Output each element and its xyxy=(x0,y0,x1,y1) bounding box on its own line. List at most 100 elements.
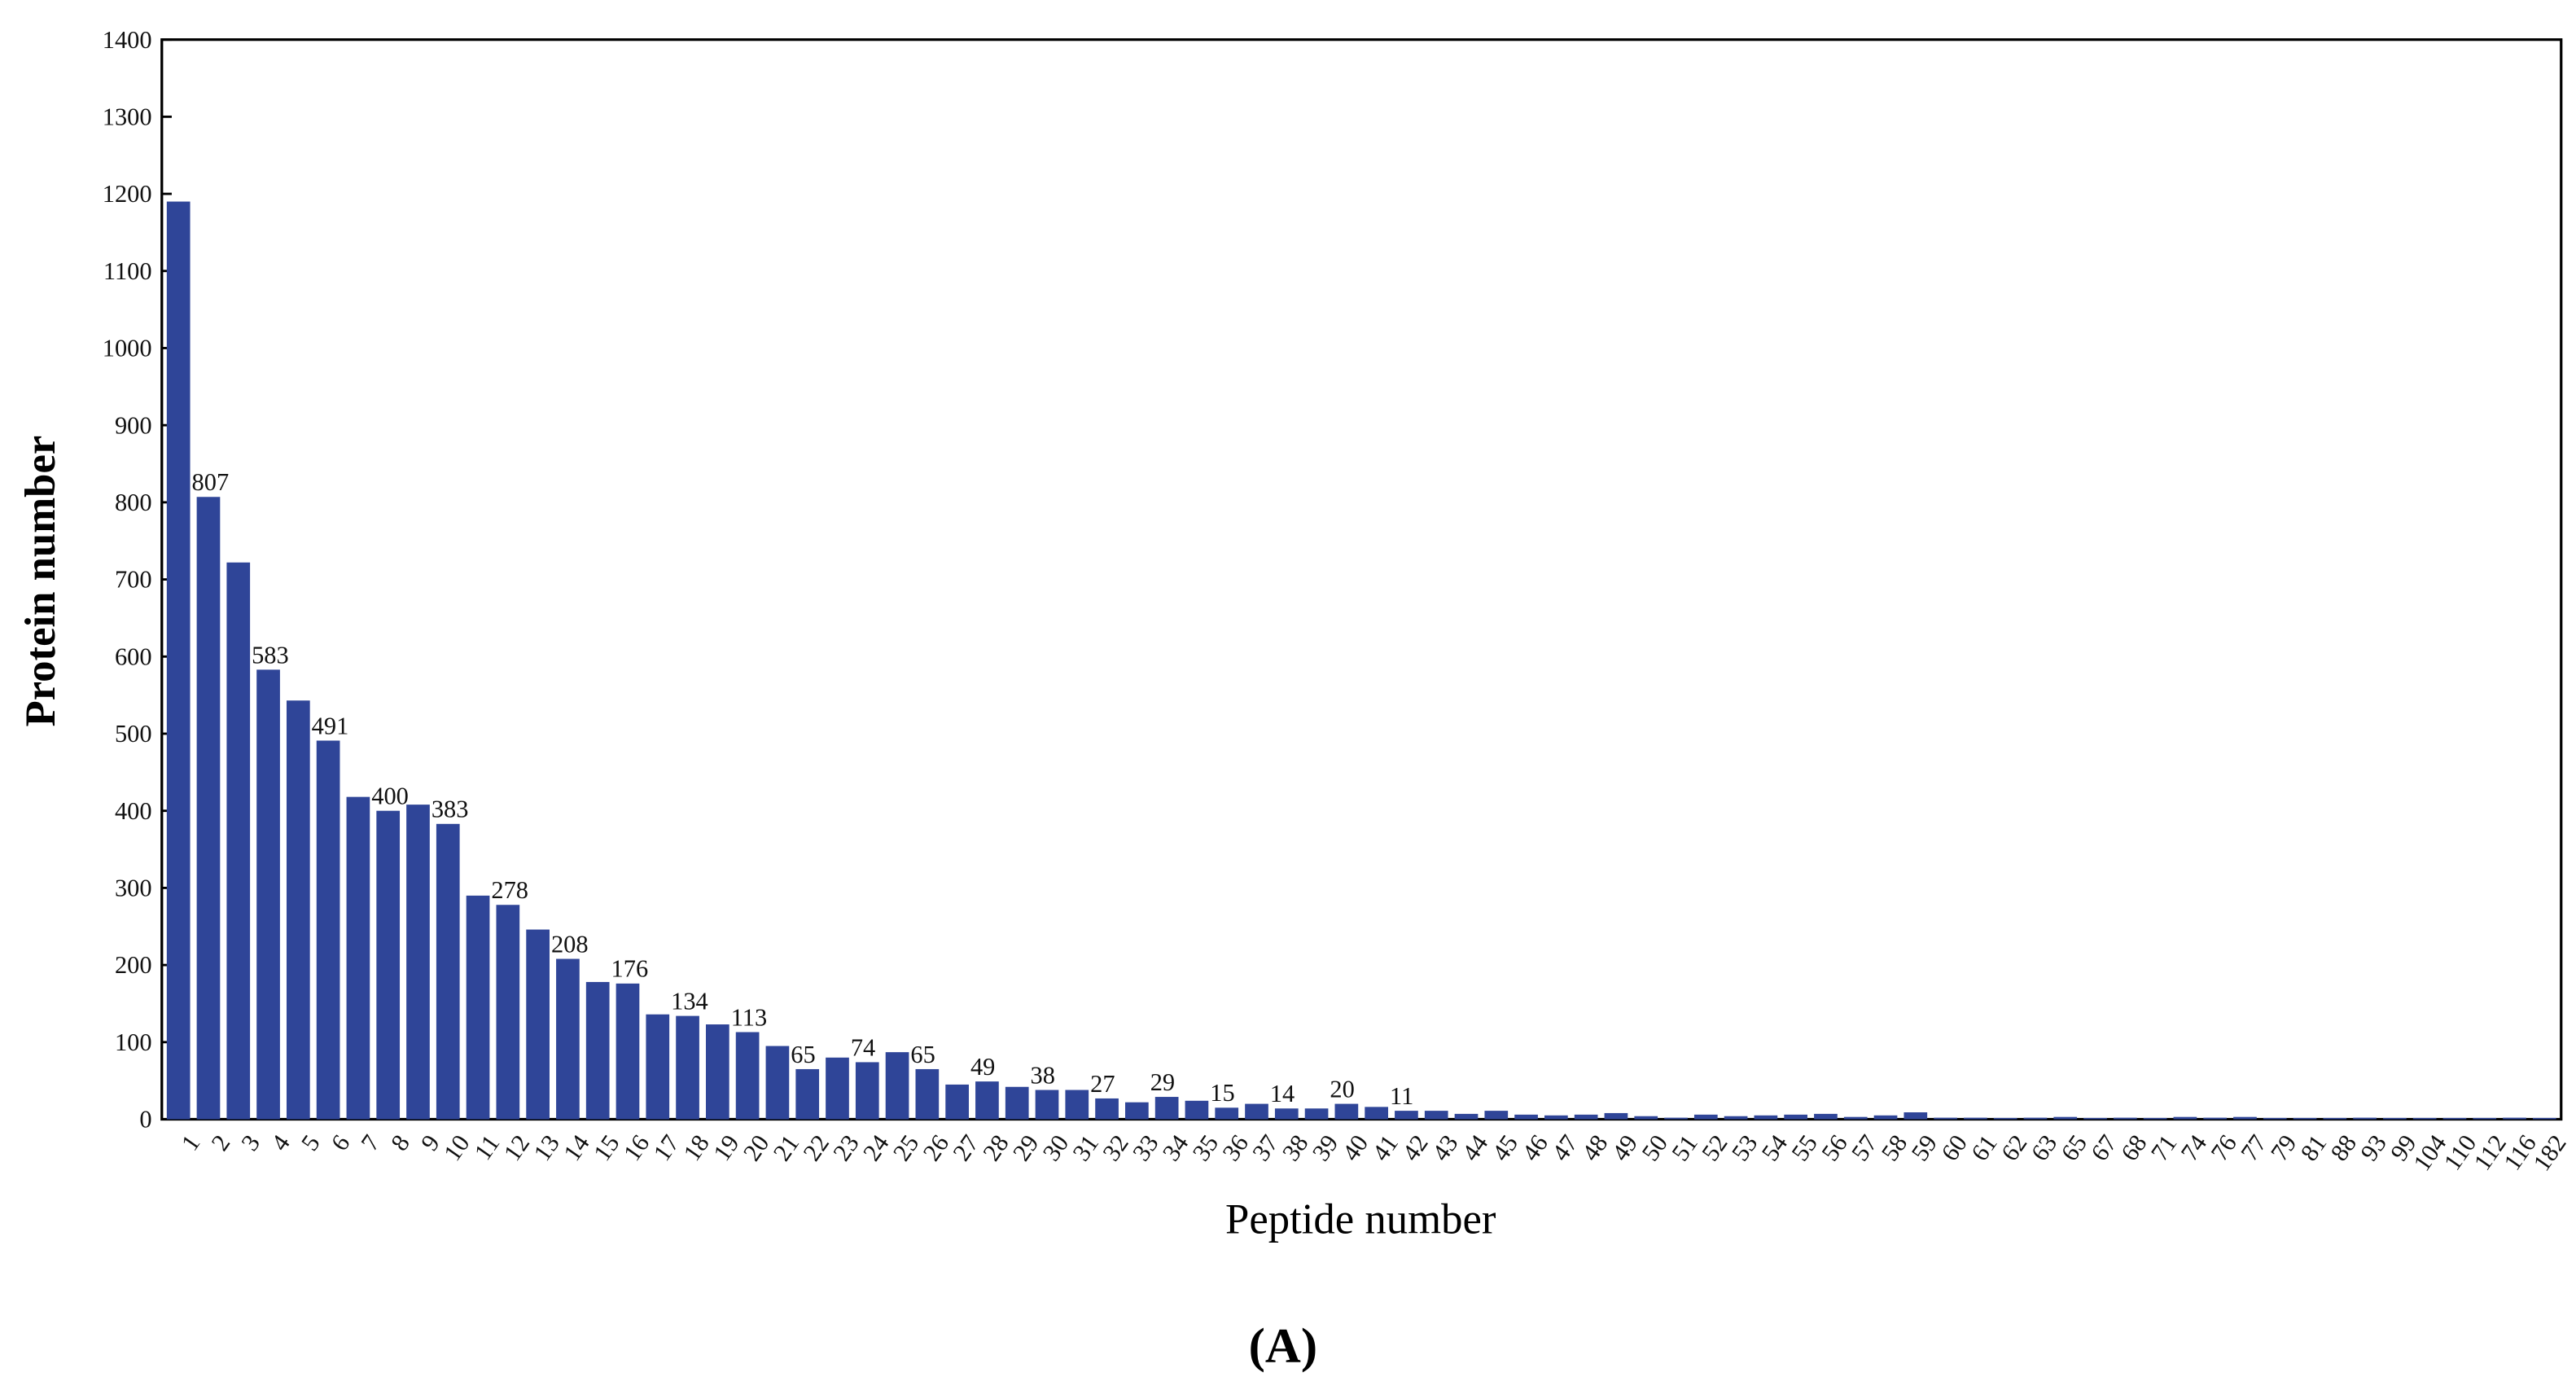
bar xyxy=(2053,1116,2078,1120)
bar xyxy=(1964,1117,1987,1120)
y-tick-label: 0 xyxy=(139,1106,151,1133)
bar xyxy=(196,497,221,1120)
bar-value-label: 176 xyxy=(611,955,649,983)
y-axis-ticks: 0 100 200 300 400 500 600 700 800 900 1000 1100 1200… xyxy=(103,26,172,1133)
bar xyxy=(2323,1117,2347,1120)
bar xyxy=(1334,1103,1359,1120)
bar xyxy=(2023,1117,2048,1120)
bar-value-label: 11 xyxy=(1390,1082,1413,1110)
bar xyxy=(2173,1116,2197,1120)
bar xyxy=(1395,1111,1418,1120)
bar xyxy=(705,1024,729,1120)
bar-value-label: 49 xyxy=(970,1053,995,1081)
bar-value-label: 113 xyxy=(731,1003,767,1031)
x-tick-label: 1 xyxy=(176,1129,206,1155)
bar xyxy=(2293,1117,2317,1120)
bar xyxy=(735,1032,760,1120)
bar xyxy=(1245,1103,1268,1120)
bar xyxy=(1604,1112,1628,1120)
bar xyxy=(346,796,370,1120)
bar xyxy=(316,740,340,1120)
bar-value-labels: 807 583 491 400 383 278 208 176 134 113 65 74 65 49 38… xyxy=(192,468,1414,1110)
y-tick-label: 1100 xyxy=(103,257,152,285)
bar xyxy=(1843,1116,1868,1120)
bar xyxy=(2233,1116,2257,1120)
bar-value-label: 74 xyxy=(851,1033,875,1061)
bar xyxy=(1993,1117,2017,1120)
x-tick-label: 4 xyxy=(265,1129,296,1155)
bar xyxy=(1484,1111,1509,1120)
bar xyxy=(1065,1090,1089,1120)
y-tick-label: 1200 xyxy=(103,180,152,208)
bar-value-label: 38 xyxy=(1031,1061,1055,1089)
bar xyxy=(2143,1117,2167,1120)
bar xyxy=(885,1052,909,1120)
bar-value-label: 14 xyxy=(1270,1080,1295,1107)
bar xyxy=(646,1014,670,1120)
bar xyxy=(2113,1117,2137,1120)
bar xyxy=(1125,1102,1149,1120)
bar xyxy=(1274,1108,1299,1120)
bar xyxy=(2203,1117,2228,1120)
x-tick-label: 3 xyxy=(236,1129,266,1155)
bar xyxy=(1544,1115,1568,1120)
y-tick-label: 400 xyxy=(115,797,152,825)
bar xyxy=(1934,1117,1957,1120)
bar xyxy=(795,1068,820,1120)
bar xyxy=(1095,1098,1119,1120)
bar-value-label: 29 xyxy=(1150,1068,1175,1096)
bar-value-label: 383 xyxy=(432,796,469,823)
x-axis-tick-labels: 1 2 3 4 5 6 7 8 91011121314151617181920212223242… xyxy=(176,1129,2572,1176)
bar xyxy=(2442,1117,2467,1120)
y-tick-label: 300 xyxy=(115,875,152,902)
bar xyxy=(226,562,251,1120)
bar xyxy=(1724,1116,1748,1120)
y-axis-title: Protein number xyxy=(17,436,64,727)
bar xyxy=(376,810,401,1120)
bar xyxy=(975,1081,999,1120)
y-tick-label: 600 xyxy=(115,642,152,670)
bar xyxy=(1185,1100,1209,1120)
y-tick-label: 1400 xyxy=(103,26,152,54)
bar xyxy=(1365,1107,1388,1120)
bar xyxy=(2503,1117,2526,1120)
bar xyxy=(1574,1114,1598,1120)
bar xyxy=(286,700,310,1120)
bar-value-label: 134 xyxy=(671,988,708,1015)
bar-value-label: 65 xyxy=(791,1041,815,1068)
x-axis-title: Peptide number xyxy=(1225,1195,1496,1243)
bar-value-label: 65 xyxy=(910,1041,935,1068)
bar-value-label: 278 xyxy=(491,876,528,904)
bar xyxy=(496,905,520,1120)
x-tick-label: 6 xyxy=(326,1129,356,1155)
y-tick-label: 100 xyxy=(115,1028,152,1056)
bar xyxy=(1215,1107,1239,1120)
y-tick-label: 1300 xyxy=(103,103,152,131)
bar xyxy=(466,895,490,1120)
bar-value-label: 27 xyxy=(1090,1070,1115,1098)
bar xyxy=(1814,1113,1838,1120)
bar xyxy=(2473,1117,2497,1120)
y-tick-label: 900 xyxy=(115,411,152,439)
bar xyxy=(1035,1090,1059,1120)
bar xyxy=(1514,1114,1538,1120)
y-tick-label: 700 xyxy=(115,566,152,594)
bar-value-label: 15 xyxy=(1210,1079,1234,1107)
bar xyxy=(1005,1086,1029,1120)
bar xyxy=(2083,1117,2107,1120)
bar-value-label: 20 xyxy=(1330,1075,1354,1103)
bar xyxy=(2263,1117,2287,1120)
bar xyxy=(915,1068,940,1120)
bar xyxy=(1904,1112,1928,1120)
x-tick-label: 2 xyxy=(206,1129,236,1155)
bar-value-label: 583 xyxy=(252,641,289,669)
bar xyxy=(556,958,580,1120)
bar xyxy=(526,929,550,1120)
y-tick-label: 800 xyxy=(115,489,152,516)
bars xyxy=(166,201,2556,1120)
bar xyxy=(2353,1117,2377,1120)
bar xyxy=(166,201,191,1120)
bar xyxy=(765,1046,790,1120)
bar xyxy=(2532,1117,2556,1120)
